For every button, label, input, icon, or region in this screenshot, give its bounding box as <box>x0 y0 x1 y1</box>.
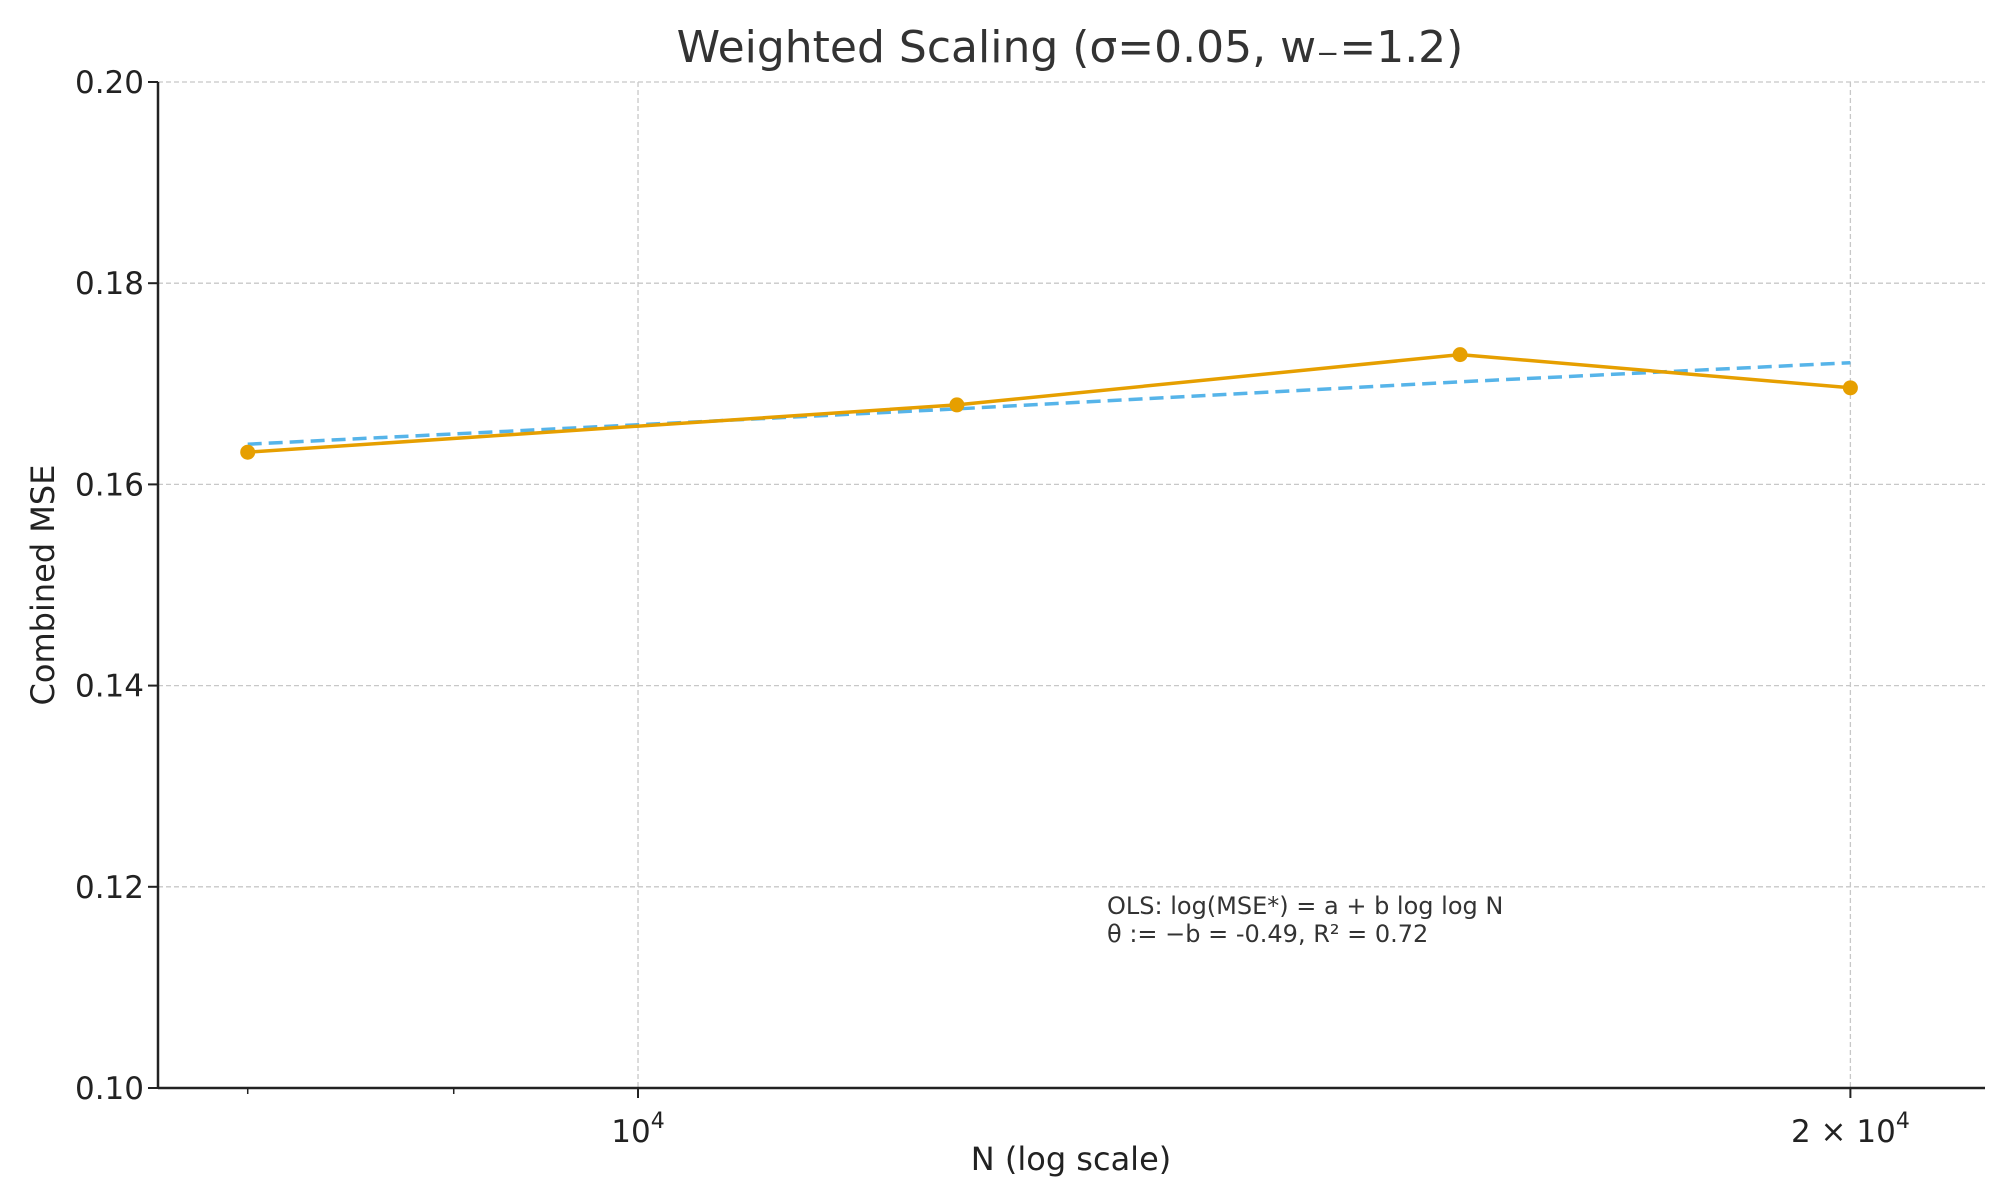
chart-title: Weighted Scaling (σ=0.05, w₋=1.2) <box>677 22 1464 73</box>
y-tick-label: 0.18 <box>75 266 144 302</box>
axes <box>156 82 1985 1090</box>
ticks: 0.10 0.12 0.14 0.16 0.18 0.20 104 2 × 104 <box>75 65 1910 1150</box>
y-tick-label: 0.16 <box>75 467 144 503</box>
data-point <box>1842 380 1858 396</box>
grid <box>158 81 1985 1088</box>
series-layer <box>240 347 1858 460</box>
annotation-line-2: θ := −b = -0.49, R² = 0.72 <box>1107 920 1428 948</box>
y-axis-label: Combined MSE <box>24 465 62 706</box>
data-point <box>949 397 965 413</box>
y-tick-label: 0.10 <box>75 1071 144 1107</box>
x-axis-label: N (log scale) <box>971 1140 1171 1178</box>
annotation: OLS: log(MSE*) = a + b log log N θ := −b… <box>1107 892 1503 948</box>
y-tick-label: 0.12 <box>75 870 144 906</box>
y-tick-label: 0.14 <box>75 669 144 705</box>
x-tick-label: 2 × 104 <box>1791 1109 1910 1150</box>
fit-line <box>247 360 1851 446</box>
x-tick-label: 104 <box>611 1109 664 1150</box>
annotation-line-1: OLS: log(MSE*) = a + b log log N <box>1107 892 1503 920</box>
data-line <box>247 352 1851 454</box>
y-tick-label: 0.20 <box>75 65 144 101</box>
data-point <box>1452 347 1468 363</box>
data-point <box>240 444 256 460</box>
